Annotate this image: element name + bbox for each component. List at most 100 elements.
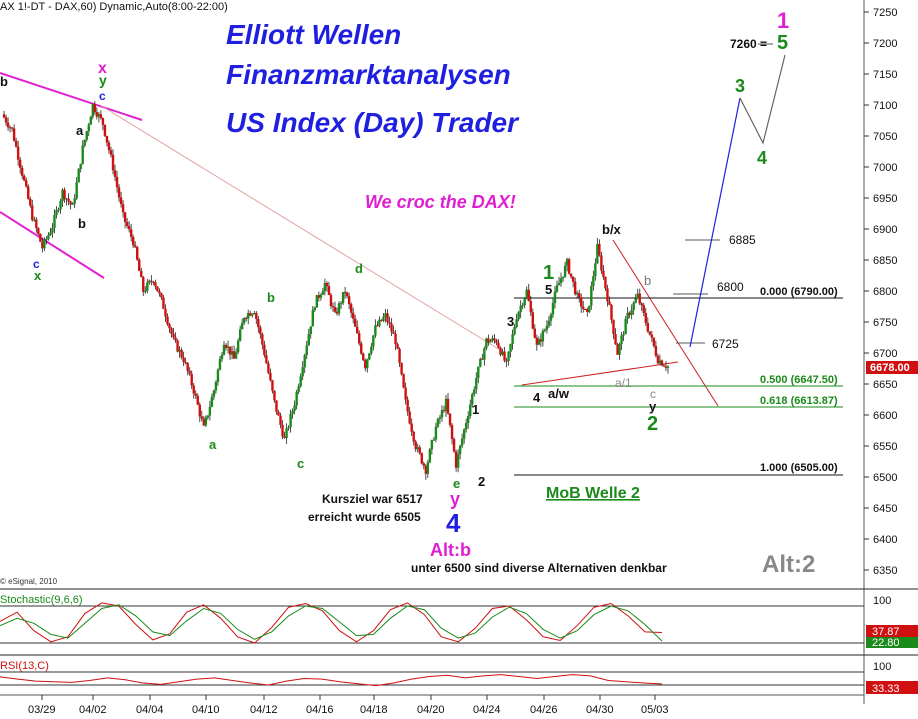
wave-label-4-green: 4 [757,148,767,168]
candle-body [598,243,601,256]
candle-body [608,301,611,305]
candle-body [152,281,155,283]
candle-body [228,346,232,355]
candle-body [460,438,464,446]
wave-label-b-grey: b [644,273,651,288]
candle-body [186,362,189,371]
candle-body [125,222,129,227]
candle-body [138,259,141,271]
rsi-line [0,674,663,687]
candle-body [376,325,379,327]
candle-body [202,418,206,426]
candle-body [553,291,557,303]
candle-body [101,117,105,125]
candle-body [481,358,484,360]
stochastic-title: Stochastic(9,6,6) [0,594,83,606]
candle-body [646,322,650,332]
candle-body [452,439,456,452]
candle-body [450,425,454,440]
candle-body [600,255,603,271]
candle-body [255,312,258,320]
candle-body [634,298,637,303]
wave-label-x-top: x [98,60,107,77]
candle-body [289,413,292,428]
candle-body [666,366,670,368]
candle-body [464,423,468,430]
candle-body [505,360,508,362]
fib-label-1000: 1.000 (6505.00) [760,462,838,474]
candle-body [224,344,228,348]
candle-body [107,142,111,151]
slogan: We croc the DAX! [365,192,516,212]
candle-body [438,417,442,419]
wave-label-y-top: y [99,72,107,88]
candle-body [283,436,286,439]
candle-body [172,333,175,338]
time-tick-label: 04/30 [586,704,614,716]
candle-body [648,331,652,335]
candle-body [47,235,50,239]
price-tick-label: 6400 [873,534,897,546]
candle-body [295,391,298,406]
candle-body [604,276,607,289]
candle-body [190,373,193,386]
candle-body [535,337,539,345]
candle-body [545,325,549,330]
candle-body [432,439,436,441]
candle-body [487,338,490,343]
candle-body [612,319,615,335]
candle-body [41,241,44,249]
candle-body [71,203,74,205]
candle-body [59,201,62,210]
candle-body [305,345,308,356]
candle-body [35,219,38,229]
candle-body [160,293,163,298]
time-tick-label: 03/29 [28,704,56,716]
candle-body [541,330,545,342]
candle-body [12,128,16,141]
candle-body [539,339,543,342]
candle-body [388,322,391,324]
wave-label-5-small: 5 [545,282,552,297]
candle-body [358,333,361,344]
lower-channel-line [0,211,105,279]
candle-body [349,304,353,313]
wave-label-1-green: 1 [543,262,554,284]
candle-body [362,353,365,361]
price-tick-label: 6450 [873,503,897,515]
candle-body [588,305,591,313]
price-tick-label: 6800 [873,286,897,298]
candle-body [8,127,12,129]
triangle-lower-line [521,361,679,386]
candle-body [495,340,498,343]
candle-body [620,335,623,345]
candle-body [406,399,409,412]
candle-body [578,293,581,298]
candle-body [430,440,434,450]
candle-body [368,353,371,360]
annotation-erreicht: erreicht wurde 6505 [308,510,421,524]
candle-body [115,176,119,188]
candle-body [321,291,325,295]
candle-body [174,337,177,341]
candle-body [345,292,349,297]
candle-body [212,390,216,397]
candle-body [267,363,270,373]
candle-body [555,285,559,292]
candle-body [77,169,80,183]
projection-wave3-path [689,97,741,348]
candle-body [434,426,438,440]
candle-body [660,360,664,366]
wave-label-d-green: d [355,261,363,276]
candle-body [428,449,432,463]
candle-body [517,312,520,320]
candle-body [63,189,66,200]
candle-body [251,313,254,316]
candle-body [269,372,272,381]
candle-body [154,282,157,287]
candle-body [477,366,480,379]
candle-body [563,265,567,277]
candle-body [323,283,327,292]
candle-body [378,319,381,326]
candle-body [81,145,84,164]
